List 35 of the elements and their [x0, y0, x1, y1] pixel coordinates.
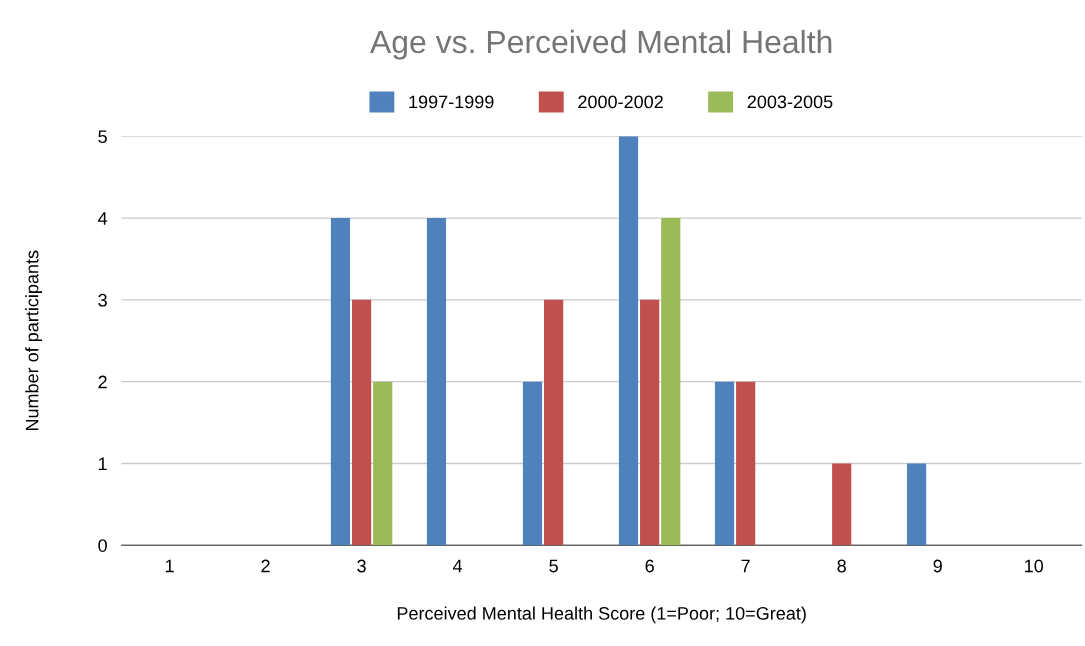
x-axis-title: Perceived Mental Health Score (1=Poor; 10=Great) [397, 606, 806, 624]
bar [618, 136, 639, 546]
bar [906, 463, 927, 546]
x-tick-label: 2 [261, 559, 270, 573]
legend-label: 2000-2002 [578, 95, 663, 109]
bar [330, 218, 351, 546]
bar [544, 299, 564, 546]
bar [373, 381, 393, 546]
legend-label: 2003-2005 [747, 95, 833, 109]
bar [426, 218, 447, 546]
bar [640, 299, 660, 546]
y-tick-label: 3 [98, 293, 107, 307]
x-tick-label: 8 [837, 559, 846, 573]
bar [714, 381, 735, 546]
y-tick-label: 2 [98, 375, 107, 389]
bar [661, 218, 681, 546]
y-tick-label: 4 [98, 212, 108, 225]
x-tick-label: 3 [357, 559, 366, 573]
legend-label: 1997-1999 [409, 95, 494, 109]
y-tick-label: 5 [98, 130, 107, 144]
y-axis-title: Number of participants [25, 250, 43, 431]
bar [736, 381, 756, 546]
chart-title: Age vs. Perceived Mental Health [370, 29, 832, 60]
x-tick-label: 10 [1025, 559, 1044, 573]
x-tick-label: 6 [645, 559, 654, 573]
bar [351, 299, 372, 546]
x-tick-label: 4 [452, 559, 463, 573]
x-tick-label: 5 [549, 559, 558, 573]
bar [832, 463, 852, 546]
y-tick-label: 0 [98, 539, 107, 552]
x-tick-label: 7 [741, 559, 750, 573]
x-tick-label: 9 [933, 559, 942, 573]
y-tick-label: 1 [98, 457, 107, 470]
bar [522, 381, 543, 546]
x-tick-label: 1 [165, 559, 174, 573]
